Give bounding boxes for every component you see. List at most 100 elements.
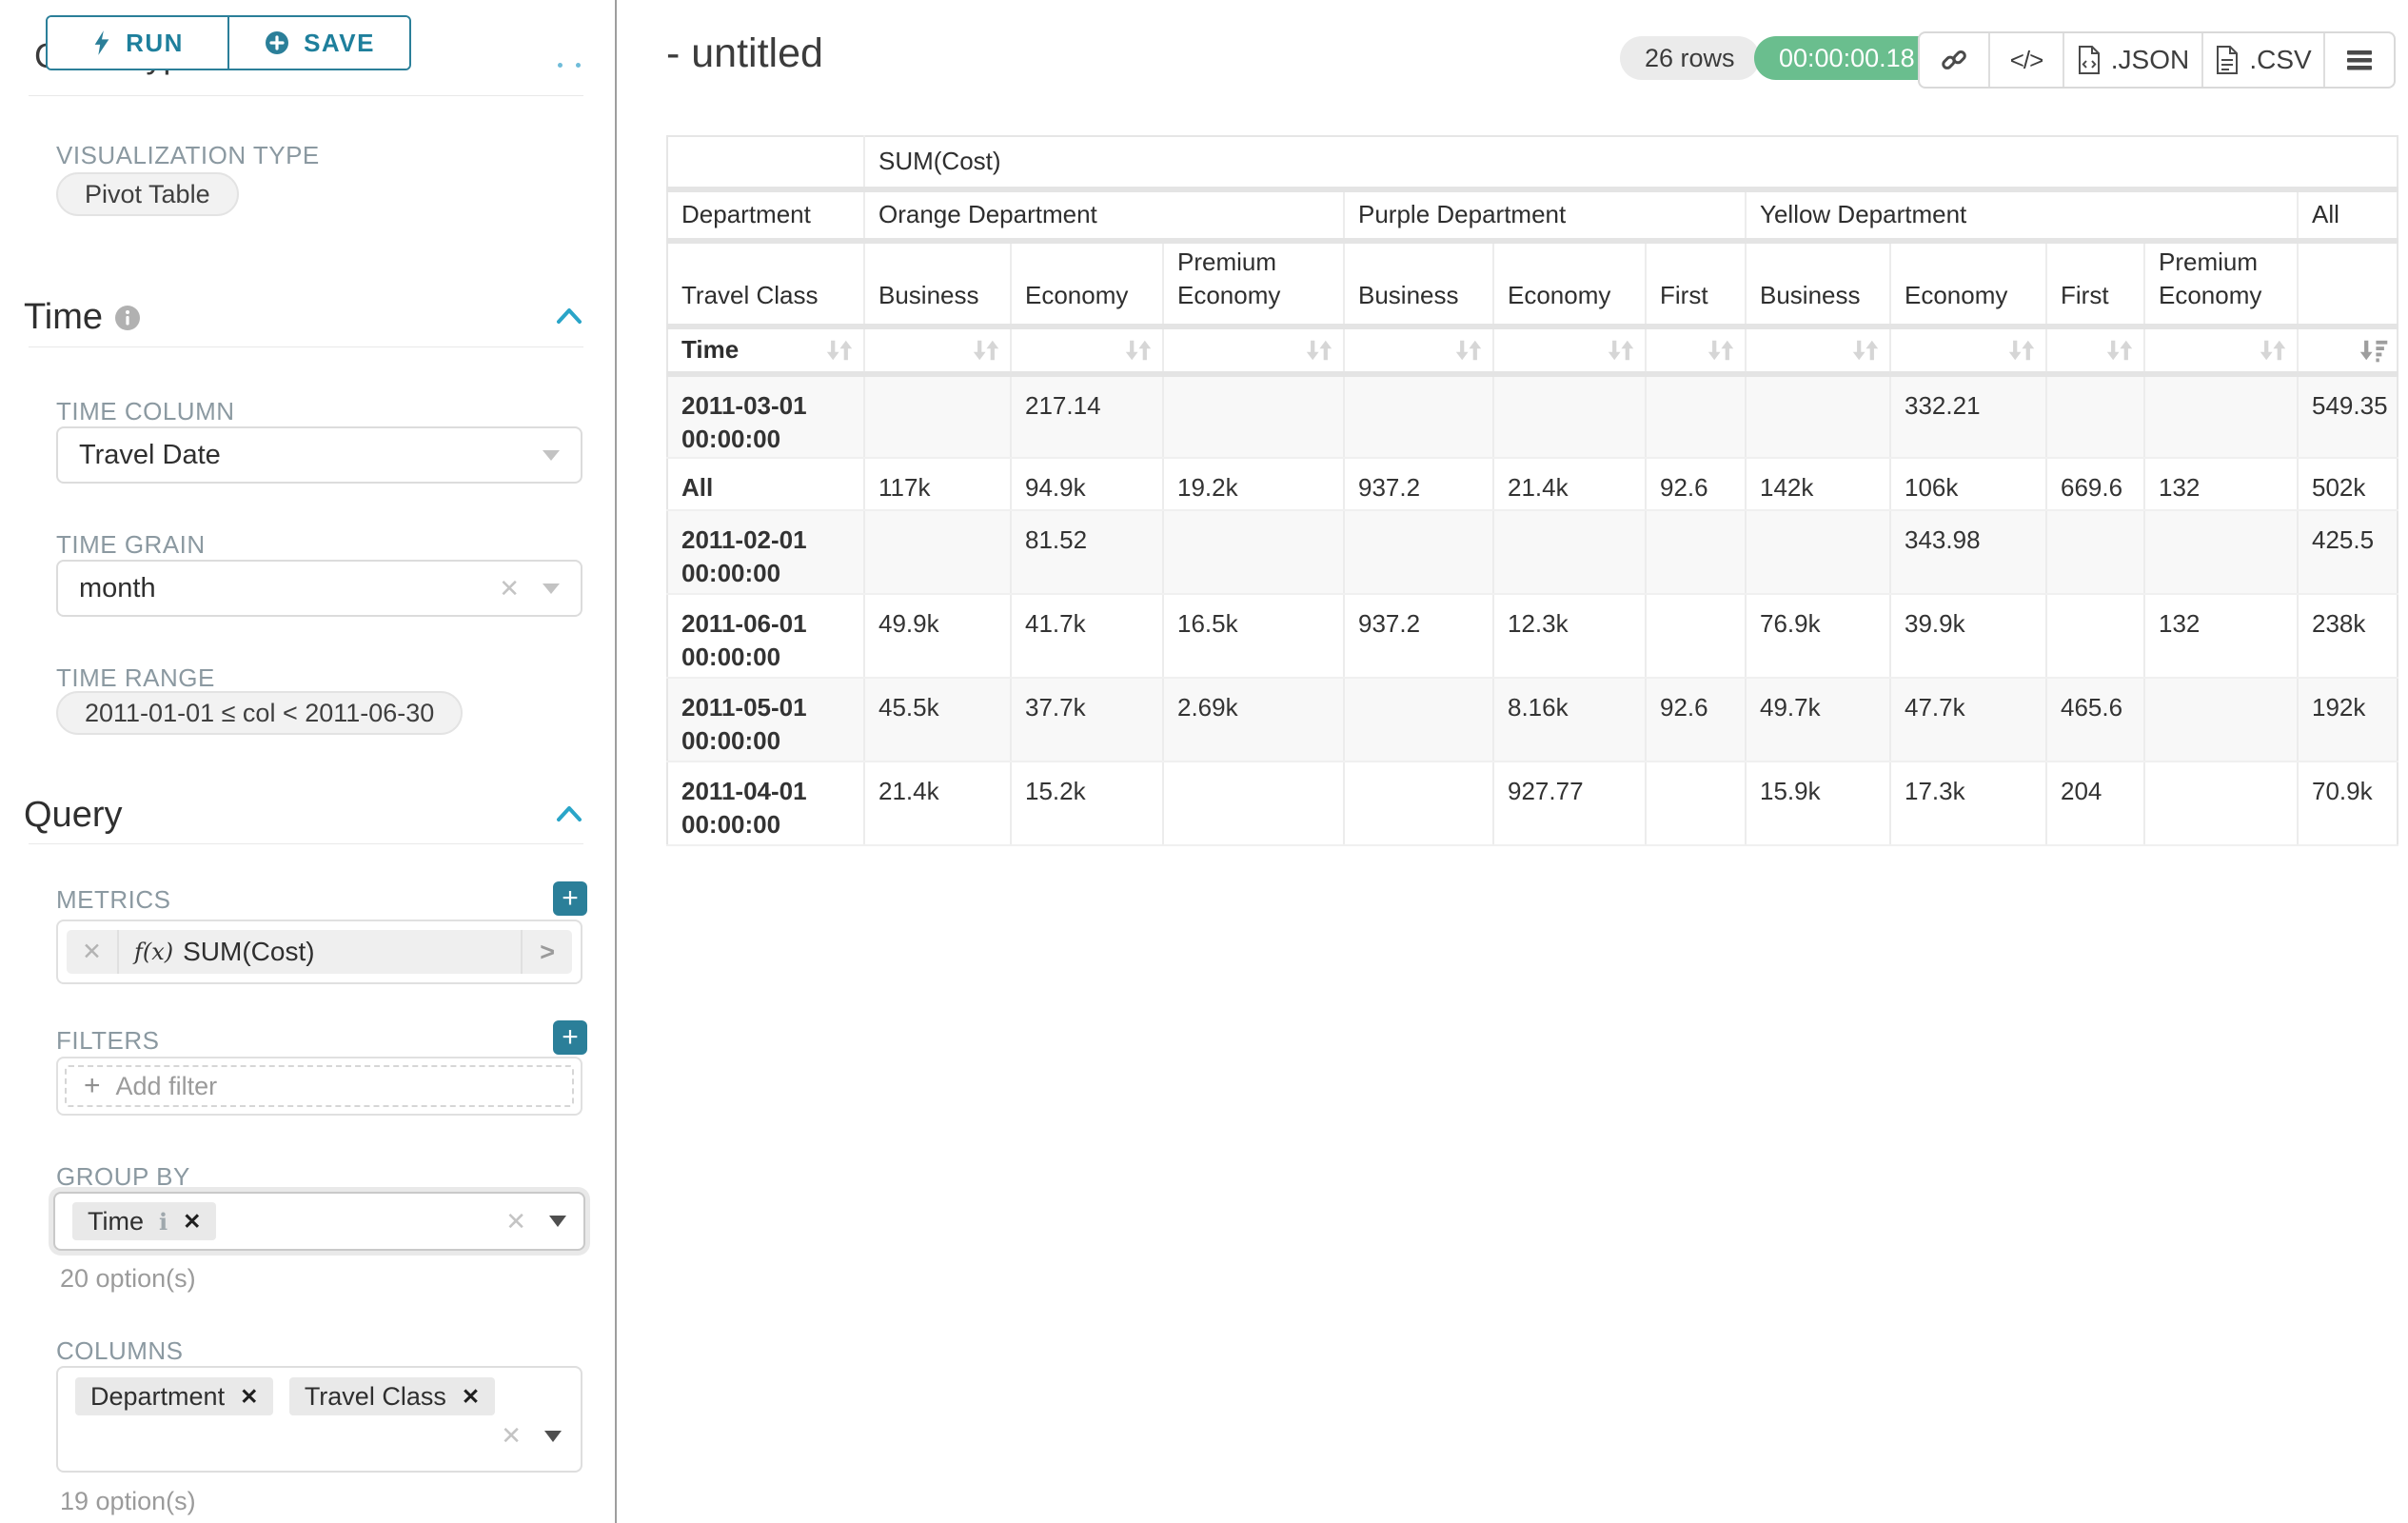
value-cell: [1746, 374, 1891, 459]
sort-icon[interactable]: [970, 337, 1002, 364]
view-query-button[interactable]: </>: [1988, 33, 2063, 87]
divider: [29, 843, 583, 844]
sort-icon[interactable]: [1605, 337, 1637, 364]
value-cell: 15.9k: [1746, 762, 1891, 846]
chevron-down-icon: [543, 449, 560, 461]
value-cell: [1163, 762, 1345, 846]
sort-header[interactable]: [1493, 326, 1647, 377]
info-icon: [115, 305, 141, 330]
value-cell: 132: [2144, 458, 2299, 511]
collapse-time-chevron-icon[interactable]: [555, 307, 583, 326]
expand-metric-chevron-icon[interactable]: >: [540, 937, 555, 966]
value-cell: 94.9k: [1011, 458, 1164, 511]
sort-icon[interactable]: [1705, 337, 1737, 364]
clear-icon[interactable]: ✕: [505, 1206, 526, 1236]
value-cell: 502k: [2298, 458, 2398, 511]
sort-icon[interactable]: [823, 337, 856, 364]
value-cell: 12.3k: [1493, 594, 1647, 679]
value-cell: [1646, 374, 1747, 459]
sort-icon[interactable]: [2103, 337, 2136, 364]
clear-icon[interactable]: ✕: [501, 1421, 522, 1450]
value-cell: [2144, 374, 2299, 459]
sort-icon[interactable]: [1122, 337, 1155, 364]
copy-link-button[interactable]: [1920, 33, 1988, 87]
metric-chip[interactable]: ✕ f(x) SUM(Cost) >: [67, 930, 572, 974]
value-cell: 332.21: [1890, 374, 2047, 459]
columns-chip-department[interactable]: Department ✕: [75, 1377, 274, 1415]
chevron-down-icon: [543, 583, 560, 594]
add-filter-plus-button[interactable]: +: [553, 1020, 587, 1055]
sort-header[interactable]: [1890, 326, 2047, 377]
remove-metric-icon[interactable]: ✕: [82, 939, 102, 965]
value-cell: 81.52: [1011, 510, 1164, 595]
value-cell: [1344, 678, 1494, 762]
time-column-select[interactable]: Travel Date: [56, 426, 582, 484]
travel-class-column-header: Economy: [1890, 241, 2047, 329]
remove-chip-icon[interactable]: ✕: [240, 1383, 259, 1409]
add-filter-button[interactable]: + Add filter: [65, 1065, 574, 1107]
sort-header[interactable]: Time: [667, 326, 865, 377]
sort-header[interactable]: [2298, 326, 2398, 377]
save-button[interactable]: SAVE: [227, 17, 409, 69]
value-cell: 19.2k: [1163, 458, 1345, 511]
pivot-table: SUM(Cost) Department Orange Department Purp…: [666, 135, 2399, 846]
row-label-cell: 2011-03-01 00:00:00: [667, 374, 865, 459]
sort-header[interactable]: [1163, 326, 1345, 377]
value-cell: 204: [2046, 762, 2145, 846]
sort-header[interactable]: [2046, 326, 2145, 377]
sort-header[interactable]: [864, 326, 1012, 377]
row-label-cell: 2011-04-01 00:00:00: [667, 762, 865, 846]
sort-icon[interactable]: [1303, 337, 1335, 364]
sort-header[interactable]: [1746, 326, 1891, 377]
remove-chip-icon[interactable]: ✕: [183, 1208, 202, 1234]
value-cell: 2.69k: [1163, 678, 1345, 762]
columns-chip-travel-class[interactable]: Travel Class ✕: [288, 1377, 496, 1415]
sort-header[interactable]: [2144, 326, 2299, 377]
time-section-header: Time: [24, 297, 141, 338]
more-options-button[interactable]: [2323, 33, 2394, 87]
columns-select[interactable]: Department ✕ Travel Class ✕ ✕: [56, 1366, 582, 1473]
travel-class-column-header: Economy: [1493, 241, 1647, 329]
sort-icon[interactable]: [1452, 337, 1485, 364]
value-cell: [864, 510, 1012, 595]
sort-descending-icon[interactable]: [2357, 337, 2389, 364]
sort-icon[interactable]: [1849, 337, 1882, 364]
travel-class-header: Travel Class: [667, 241, 865, 329]
collapse-query-chevron-icon[interactable]: [555, 804, 583, 823]
add-metric-button[interactable]: +: [553, 881, 587, 916]
remove-chip-icon[interactable]: ✕: [461, 1383, 481, 1409]
value-cell: [1344, 762, 1494, 846]
time-column-label: TIME COLUMN: [56, 397, 235, 425]
value-cell: 238k: [2298, 594, 2398, 679]
metrics-label: METRICS: [56, 885, 171, 914]
row-label-cell: 2011-02-01 00:00:00: [667, 510, 865, 595]
value-cell: 425.5: [2298, 510, 2398, 595]
clear-icon[interactable]: ✕: [499, 573, 520, 603]
time-range-pill[interactable]: 2011-01-01 ≤ col < 2011-06-30: [56, 691, 464, 735]
query-section-header: Query: [24, 795, 123, 835]
group-by-select[interactable]: Time i ✕ ✕: [53, 1192, 585, 1251]
filters-label: FILTERS: [56, 1026, 160, 1055]
value-cell: [1493, 510, 1647, 595]
row-label-cell: All: [667, 458, 865, 511]
time-grain-label: TIME GRAIN: [56, 530, 206, 559]
sort-header[interactable]: [1344, 326, 1494, 377]
sort-header[interactable]: [1011, 326, 1164, 377]
viz-type-pill[interactable]: Pivot Table: [56, 172, 239, 216]
row-label-cell: 2011-05-01 00:00:00: [667, 678, 865, 762]
sort-header[interactable]: [1646, 326, 1747, 377]
sort-icon[interactable]: [2257, 337, 2289, 364]
export-json-button[interactable]: .JSON: [2063, 33, 2201, 87]
chart-title: - untitled: [666, 30, 823, 76]
value-cell: [1646, 510, 1747, 595]
column-group-header: Purple Department: [1344, 189, 1747, 244]
sort-icon[interactable]: [2005, 337, 2038, 364]
corner-cell: [667, 136, 865, 192]
table-row: 2011-06-01 00:00:00 49.9k 41.7k 16.5k 937.2 1…: [667, 594, 2398, 679]
travel-class-column-header: Business: [1344, 241, 1494, 329]
time-grain-select[interactable]: month ✕: [56, 560, 582, 617]
function-icon: f(x): [133, 939, 174, 965]
group-by-chip-time[interactable]: Time i ✕: [72, 1202, 217, 1240]
export-csv-button[interactable]: .CSV: [2201, 33, 2323, 87]
run-button[interactable]: RUN: [48, 17, 227, 69]
